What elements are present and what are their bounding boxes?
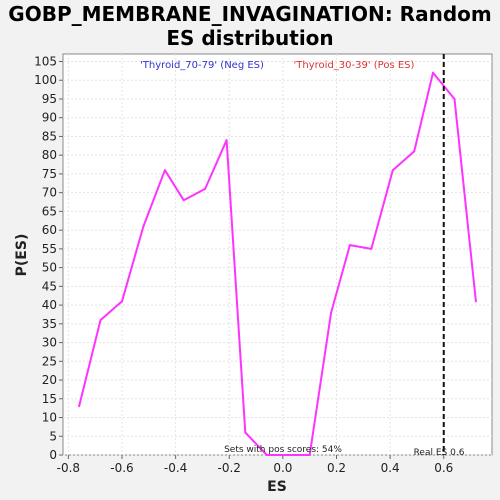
es-distribution-line — [78, 71, 477, 456]
data-point — [120, 300, 123, 303]
y-tick-label: 95 — [42, 92, 57, 106]
y-tick-label: 10 — [42, 411, 57, 425]
y-tick-label: 45 — [42, 279, 57, 293]
real-es-label: Real ES 0.6 — [414, 448, 465, 458]
y-tick-label: 15 — [42, 392, 57, 406]
x-tick-label: -0.8 — [57, 461, 80, 475]
y-tick-label: 20 — [42, 373, 57, 387]
data-point — [474, 300, 477, 303]
y-tick-label: 60 — [42, 223, 57, 237]
data-point — [182, 199, 185, 202]
data-point — [308, 454, 311, 456]
legend-neg-es: 'Thyroid_70-79' (Neg ES) — [140, 60, 264, 71]
legend-pos-es: 'Thyroid_30-39' (Pos ES) — [294, 60, 415, 71]
x-tick-label: -0.2 — [218, 461, 241, 475]
y-tick-label: 5 — [49, 429, 57, 443]
data-point — [370, 247, 373, 250]
data-point — [142, 225, 145, 228]
y-tick-label: 0 — [49, 448, 57, 462]
data-point — [244, 431, 247, 434]
y-tick-label: 40 — [42, 298, 57, 312]
plot-area — [62, 53, 493, 456]
data-point — [391, 169, 394, 172]
chart-title: GOBP_MEMBRANE_INVAGINATION: Random ES di… — [0, 2, 500, 50]
series-layer — [78, 54, 477, 456]
x-tick-label: 0.0 — [273, 461, 292, 475]
y-tick-label: 105 — [34, 54, 57, 68]
x-tick-label: -0.6 — [110, 461, 133, 475]
chart-title-line-2: ES distribution — [166, 26, 334, 50]
data-point — [225, 139, 228, 142]
y-tick-label: 50 — [42, 261, 57, 275]
data-point — [287, 454, 290, 456]
y-tick-label: 65 — [42, 204, 57, 218]
data-point — [163, 169, 166, 172]
data-point — [348, 244, 351, 247]
grid-lines — [63, 54, 492, 456]
y-tick-label: 75 — [42, 167, 57, 181]
data-point — [265, 454, 268, 456]
chart-text-layer: 'Thyroid_70-79' (Neg ES) 'Thyroid_30-39'… — [14, 60, 465, 495]
data-point — [453, 97, 456, 100]
y-axis-title: P(ES) — [14, 234, 30, 277]
y-tick-label: 30 — [42, 336, 57, 350]
x-tick-label: 0.2 — [327, 461, 346, 475]
y-tick-label: 90 — [42, 111, 57, 125]
data-point — [413, 150, 416, 153]
y-tick-label: 100 — [34, 73, 57, 87]
x-tick-label: -0.4 — [164, 461, 187, 475]
y-tick-label: 85 — [42, 129, 57, 143]
data-point — [204, 187, 207, 190]
data-point — [78, 405, 81, 408]
x-tick-label: 0.4 — [381, 461, 400, 475]
data-point — [432, 71, 435, 74]
chart-title-line-1: GOBP_MEMBRANE_INVAGINATION: Random — [8, 2, 492, 26]
axes: 0 5 10 15 20 25 30 35 40 45 50 55 60 65 70 75 80 85 90 95 10… — [34, 54, 453, 475]
x-tick-label: 0.6 — [434, 461, 453, 475]
y-tick-label: 55 — [42, 242, 57, 256]
y-tick-label: 80 — [42, 148, 57, 162]
y-tick-label: 70 — [42, 186, 57, 200]
y-tick-label: 25 — [42, 354, 57, 368]
pos-scores-annotation: Sets with pos scores: 54% — [224, 445, 342, 455]
x-axis-title: ES — [267, 479, 287, 495]
data-point — [330, 311, 333, 314]
data-point — [99, 319, 102, 322]
y-tick-label: 35 — [42, 317, 57, 331]
